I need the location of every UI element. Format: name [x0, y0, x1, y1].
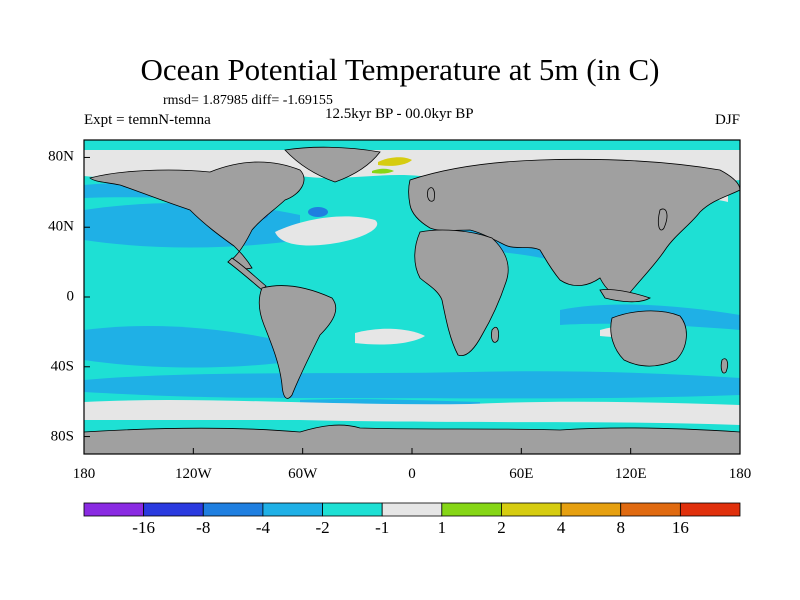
colorbar-label: 8	[616, 518, 625, 537]
colorbar-label: -8	[196, 518, 211, 537]
x-tick-label: 0	[408, 466, 416, 482]
colorbar-swatch	[381, 502, 443, 517]
colorbar-swatch	[143, 502, 204, 517]
new-zealand	[720, 358, 729, 374]
greenland	[284, 146, 381, 183]
colorbar-swatch	[620, 502, 681, 517]
colorbar	[83, 502, 741, 517]
colorbar-label: 16	[671, 518, 689, 537]
colorbar-swatch	[679, 502, 741, 517]
colorbar-label: -4	[255, 518, 270, 537]
colorbar-swatch	[202, 502, 264, 517]
y-tick-label: 80N	[48, 148, 74, 165]
x-tick-label: 180	[728, 466, 752, 482]
x-tick-label: 60E	[509, 466, 534, 482]
colorbar-label: 2	[497, 518, 506, 537]
colorbar-swatch	[262, 502, 323, 517]
africa	[414, 229, 509, 357]
x-tick-label: 120W	[174, 466, 212, 482]
colorbar-swatch	[322, 502, 383, 517]
land-masses	[84, 146, 740, 454]
south-america	[258, 285, 337, 399]
axis-ticks	[83, 156, 741, 454]
colorbar-label: 4	[556, 518, 566, 537]
colorbar-swatch	[560, 502, 622, 517]
plot-title: Ocean Potential Temperature at 5m (in C)	[140, 52, 660, 87]
x-tick-label: 120E	[614, 466, 647, 482]
period-label: 12.5kyr BP - 00.0kyr BP	[325, 106, 474, 122]
y-tick-label: 40N	[48, 218, 74, 235]
colorbar-label: -1	[375, 518, 390, 537]
central-america	[227, 257, 267, 291]
colorbar-swatch	[441, 502, 502, 517]
australia	[610, 310, 687, 367]
antarctica	[84, 424, 740, 454]
season-label: DJF	[714, 112, 740, 128]
warm-anomaly-spots	[372, 157, 412, 174]
colorbar-swatch	[83, 502, 145, 517]
colorbar-label: 1	[437, 518, 447, 537]
y-tick-label: 40S	[50, 358, 74, 375]
y-tick-label: 0	[66, 288, 75, 305]
colorbar-label: -16	[132, 518, 155, 537]
indonesia	[599, 289, 651, 303]
colorbar-swatch	[501, 502, 562, 517]
experiment-label: Expt = temnN-temna	[84, 112, 211, 128]
madagascar	[491, 326, 499, 343]
x-tick-label: 180	[72, 466, 96, 482]
japan	[657, 208, 668, 231]
uk	[427, 187, 435, 202]
rmsd-diff-stats: rmsd= 1.87985 diff= -1.69155	[163, 93, 333, 108]
colorbar-label: -2	[315, 518, 330, 537]
y-tick-label: 80S	[50, 428, 74, 445]
x-tick-label: 60W	[288, 466, 318, 482]
